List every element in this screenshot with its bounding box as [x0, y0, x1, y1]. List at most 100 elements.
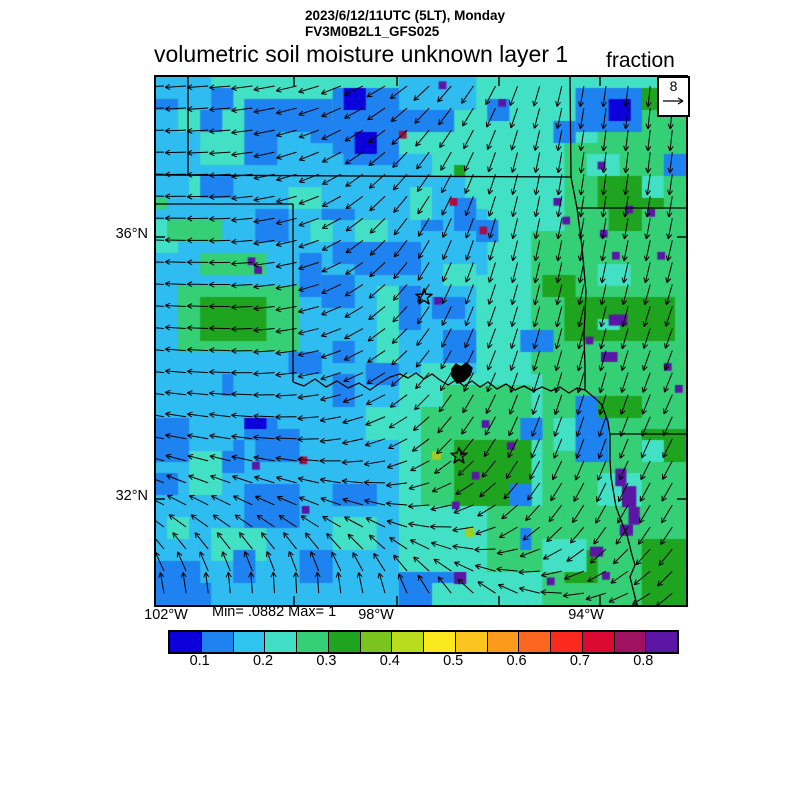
wind-vector-arrow — [596, 498, 602, 503]
wind-vector-arrow — [440, 372, 452, 391]
wind-vector-arrow — [209, 325, 215, 329]
wind-vector-arrow — [341, 459, 347, 463]
wind-vector-arrow — [477, 581, 484, 583]
wind-vector-arrow — [253, 348, 259, 353]
wind-vector-arrow — [510, 277, 513, 283]
wind-vector-arrow — [663, 386, 665, 393]
wind-vector-arrow — [231, 414, 237, 419]
wind-vector-arrow — [298, 85, 319, 93]
wind-vector-arrow — [186, 370, 193, 375]
wind-vector-arrow — [563, 592, 584, 597]
wind-vector-arrow — [231, 107, 253, 112]
wind-vector-arrow — [556, 278, 562, 284]
wind-vector-arrow — [244, 551, 250, 556]
wind-vector-arrow — [253, 370, 259, 375]
wind-vector-arrow — [321, 129, 342, 140]
wind-vector-arrow — [415, 386, 421, 390]
wind-vector-arrow — [639, 497, 646, 502]
wind-vector-arrow — [612, 558, 616, 565]
wind-vector-arrow — [276, 175, 281, 181]
wind-vector-arrow — [441, 328, 452, 348]
wind-vector-arrow — [585, 598, 592, 601]
wind-vector-arrow — [485, 394, 496, 414]
wind-vector-arrow — [343, 376, 348, 382]
wind-vector-arrow — [165, 283, 187, 285]
wind-vector-arrow — [600, 233, 603, 240]
colorbar-segment — [550, 632, 582, 652]
wind-vector-arrow — [345, 225, 349, 232]
wind-vector-arrow — [530, 438, 541, 459]
wind-vector-arrow — [231, 347, 237, 352]
wind-vector-arrow — [364, 499, 386, 506]
wind-vector-arrow — [209, 131, 215, 135]
wind-vector-arrow — [210, 475, 231, 484]
wind-vector-arrow — [439, 129, 452, 148]
wind-vector-arrow — [437, 430, 444, 434]
wind-vector-arrow — [238, 532, 241, 539]
wind-vector-arrow — [231, 241, 237, 245]
wind-vector-arrow — [465, 256, 471, 261]
wind-vector-arrow — [391, 362, 398, 366]
wind-vector-arrow — [625, 85, 629, 107]
wind-vector-arrow — [164, 391, 171, 396]
wind-vector-arrow — [440, 365, 446, 370]
wind-vector-arrow — [190, 514, 197, 517]
wind-vector-arrow — [519, 552, 525, 557]
wind-vector-arrow — [194, 532, 209, 550]
wind-vector-arrow — [168, 514, 187, 528]
wind-vector-arrow — [310, 551, 320, 572]
wind-vector-arrow — [509, 122, 512, 129]
wind-vector-arrow — [566, 548, 585, 562]
wind-vector-arrow — [434, 468, 438, 474]
wind-vector-arrow — [557, 240, 563, 262]
wind-vector-arrow — [579, 85, 585, 107]
wind-vector-arrow — [510, 372, 519, 393]
wind-vector-arrow — [254, 496, 260, 502]
wind-vector-arrow — [518, 569, 524, 573]
wind-vector-arrow — [510, 123, 516, 129]
wind-vector-arrow — [639, 504, 651, 524]
wind-vector-arrow — [512, 196, 519, 217]
wind-vector-arrow — [668, 196, 673, 218]
wind-vector-arrow — [156, 305, 165, 307]
wind-vector-arrow — [647, 107, 651, 129]
wind-vector-arrow — [556, 284, 563, 306]
wind-vector-arrow — [389, 93, 394, 99]
wind-vector-arrow — [647, 102, 652, 108]
wind-vector-arrow — [511, 152, 519, 173]
wind-vector-arrow — [617, 504, 629, 524]
wind-vector-arrow — [452, 545, 474, 550]
wind-vector-arrow — [270, 571, 274, 578]
wind-vector-arrow — [186, 259, 193, 263]
wind-vector-arrow — [297, 416, 319, 420]
wind-vector-arrow — [356, 572, 360, 579]
wind-vector-arrow — [543, 548, 563, 560]
lat-axis-label: 36°N — [115, 226, 148, 242]
wind-vector-arrow — [231, 350, 237, 354]
wind-vector-arrow — [408, 484, 414, 490]
wind-vector-arrow — [533, 255, 536, 262]
wind-vector-arrow — [275, 372, 297, 376]
wind-vector-arrow — [363, 479, 370, 483]
wind-vector-arrow — [297, 418, 304, 422]
wind-vector-arrow — [597, 476, 603, 481]
wind-vector-arrow — [275, 306, 281, 311]
wind-vector-arrow — [298, 307, 303, 313]
wind-vector-arrow — [388, 438, 408, 449]
wind-vector-arrow — [165, 107, 187, 110]
wind-vector-arrow — [187, 107, 209, 110]
wind-vector-arrow — [209, 392, 231, 396]
wind-vector-arrow — [578, 167, 582, 174]
wind-vector-arrow — [253, 173, 275, 179]
wind-vector-arrow — [554, 365, 557, 371]
wind-vector-arrow — [464, 276, 467, 283]
wind-vector-arrow — [531, 408, 534, 415]
wind-vector-arrow — [253, 261, 275, 266]
wind-vector-arrow — [641, 386, 644, 393]
wind-vector-arrow — [496, 568, 502, 573]
wind-vector-arrow — [393, 209, 399, 213]
wind-vector-arrow — [390, 97, 396, 100]
wind-vector-arrow — [209, 434, 231, 440]
wind-vector-arrow — [209, 392, 215, 397]
wind-vector-arrow — [194, 532, 201, 536]
